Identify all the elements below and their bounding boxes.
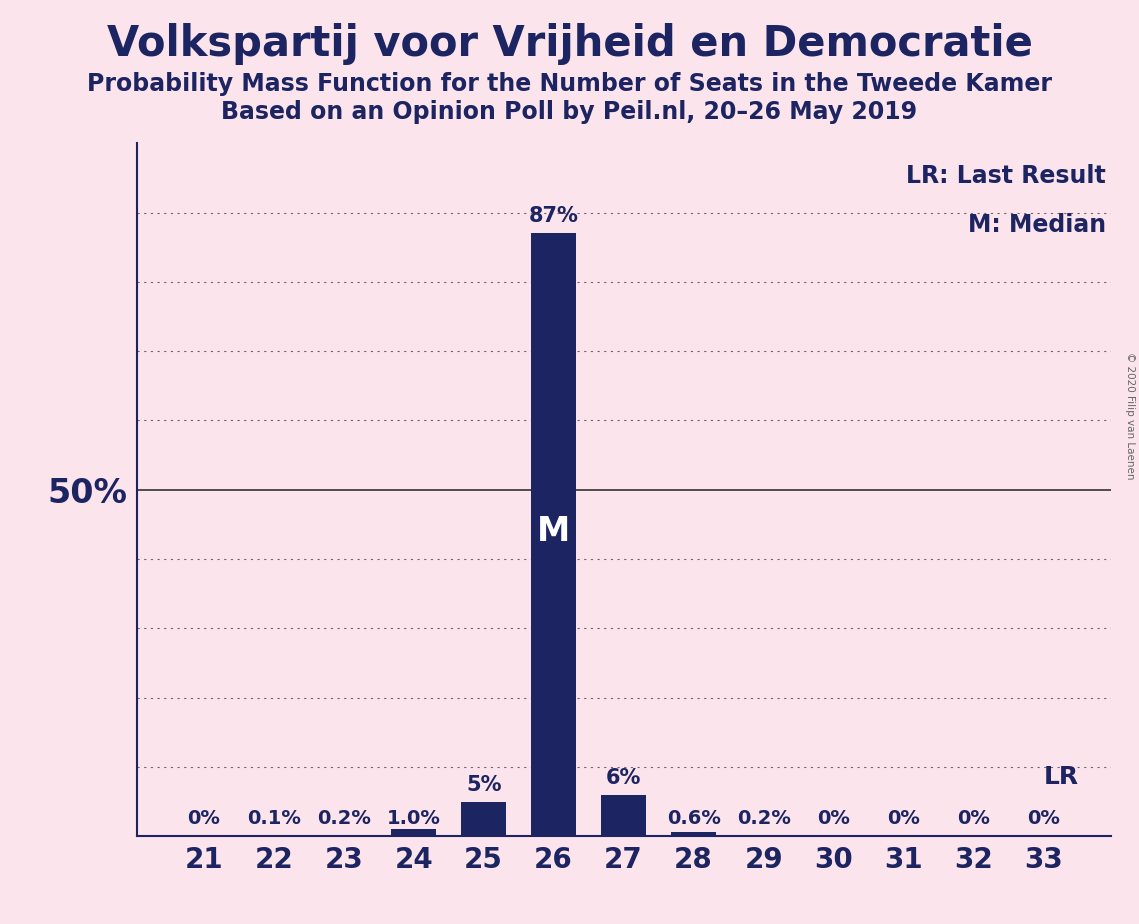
Text: Based on an Opinion Poll by Peil.nl, 20–26 May 2019: Based on an Opinion Poll by Peil.nl, 20–… [221, 100, 918, 124]
Text: 0%: 0% [887, 808, 920, 828]
Text: M: M [536, 515, 571, 548]
Text: 0.1%: 0.1% [247, 808, 301, 828]
Bar [321, 835, 367, 836]
Text: 0%: 0% [187, 808, 220, 828]
Bar [740, 835, 786, 836]
Text: 6%: 6% [606, 768, 641, 787]
Text: © 2020 Filip van Laenen: © 2020 Filip van Laenen [1125, 352, 1134, 480]
Text: 0%: 0% [817, 808, 850, 828]
Text: 0.6%: 0.6% [666, 808, 721, 828]
Text: Volkspartij voor Vrijheid en Democratie: Volkspartij voor Vrijheid en Democratie [107, 23, 1032, 65]
Bar [531, 234, 576, 836]
Bar [671, 833, 716, 836]
Text: 0%: 0% [1027, 808, 1060, 828]
Text: LR: LR [1043, 765, 1079, 789]
Bar [391, 830, 436, 836]
Text: 87%: 87% [528, 206, 579, 226]
Text: 1.0%: 1.0% [387, 808, 441, 828]
Bar [601, 795, 646, 836]
Text: 0.2%: 0.2% [317, 808, 370, 828]
Text: 5%: 5% [466, 774, 501, 795]
Text: 0.2%: 0.2% [737, 808, 790, 828]
Text: 0%: 0% [957, 808, 990, 828]
Text: Probability Mass Function for the Number of Seats in the Tweede Kamer: Probability Mass Function for the Number… [87, 72, 1052, 96]
Bar [461, 802, 507, 836]
Text: M: Median: M: Median [967, 213, 1106, 237]
Text: LR: Last Result: LR: Last Result [906, 164, 1106, 188]
